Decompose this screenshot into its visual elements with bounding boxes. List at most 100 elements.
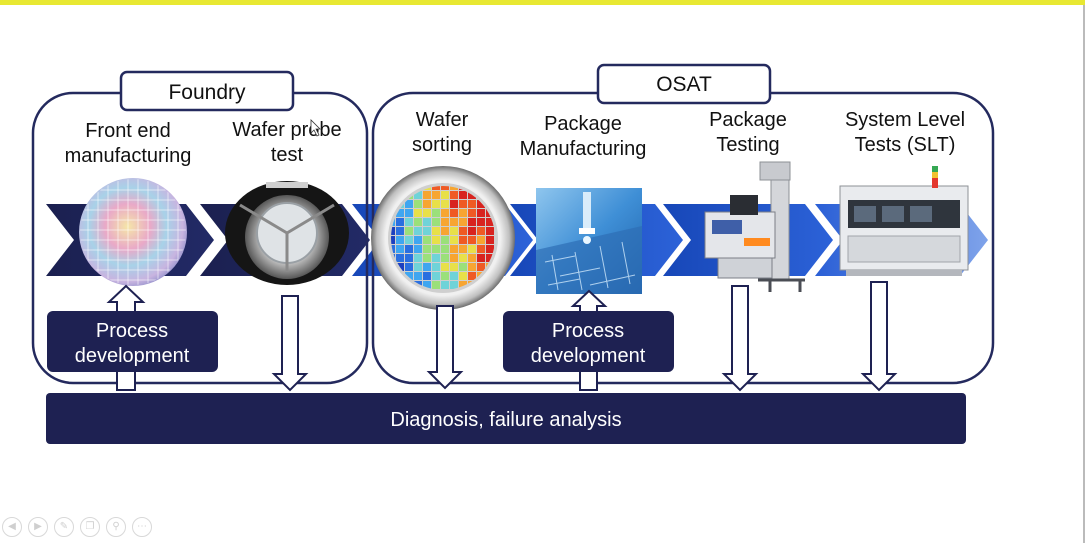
sort-map-cell (459, 281, 467, 289)
sort-map-cell (441, 272, 449, 280)
sort-map-cell (414, 254, 422, 262)
sort-map-cell (423, 218, 431, 226)
sort-map-cell (423, 236, 431, 244)
down-arrow-wafer-probe (271, 295, 309, 392)
mouse-cursor (310, 119, 321, 137)
sort-map-cell (441, 209, 449, 217)
pen-icon[interactable]: ✎ (54, 517, 74, 537)
sort-map-cell (432, 281, 440, 289)
sort-map-cell (432, 218, 440, 226)
sort-map-cell (468, 236, 476, 244)
sort-map-cell (423, 272, 431, 280)
sort-map-cell (414, 236, 422, 244)
next-icon[interactable]: ▶ (28, 517, 48, 537)
sort-map-cell (486, 227, 494, 235)
sort-map-cell (450, 227, 458, 235)
process-dev-right-line2: development (531, 345, 646, 367)
sort-map-cell (468, 227, 476, 235)
sort-map-cell (423, 191, 431, 199)
sort-map-cell (432, 209, 440, 217)
sort-map-cell (486, 254, 494, 262)
sort-map-cell (432, 191, 440, 199)
sort-map-cell (396, 227, 404, 235)
sort-map-cell (432, 186, 440, 190)
stage-wafer-probe-line1: Wafer probe (232, 119, 341, 141)
sort-map-cell (405, 209, 413, 217)
stage-front-end-line2: manufacturing (65, 145, 192, 167)
process-dev-box-right (503, 311, 674, 372)
sort-map-cell (468, 245, 476, 253)
more-icon[interactable]: ⋯ (132, 517, 152, 537)
sort-map-cell (387, 290, 395, 298)
osat-tag: OSAT (656, 73, 712, 96)
sort-map-cell (450, 281, 458, 289)
sort-map-cell (423, 227, 431, 235)
sort-map-cell (486, 236, 494, 244)
stage-package-mfg-line2: Manufacturing (520, 138, 647, 160)
sort-map-cell (423, 254, 431, 262)
down-arrow-wafer-sorting (426, 305, 464, 390)
wafer-probe-image (225, 181, 349, 285)
sort-map-cell (477, 263, 485, 271)
sort-map-cell (405, 236, 413, 244)
stage-package-testing-line2: Testing (716, 134, 779, 156)
sort-map-cell (432, 200, 440, 208)
sort-map-cell (486, 245, 494, 253)
sort-map-cell (468, 254, 476, 262)
top-accent-bar (0, 0, 1085, 5)
sort-map-cell (441, 281, 449, 289)
sort-map-cell (414, 218, 422, 226)
sort-map-cell (432, 263, 440, 271)
sort-map-cell (432, 245, 440, 253)
sort-map-cell (495, 290, 503, 298)
slt-system-image (839, 166, 969, 276)
stage-slt-line1: System Level (845, 109, 965, 131)
sort-map-cell (441, 254, 449, 262)
sort-map-cell (423, 263, 431, 271)
sort-map-cell (477, 218, 485, 226)
sort-map-cell (450, 254, 458, 262)
window-edge (1083, 5, 1085, 543)
stage-wafer-sorting-line1: Wafer (416, 109, 469, 131)
sort-map-cell (459, 245, 467, 253)
sort-map-cell (391, 236, 395, 244)
sort-map-cell (432, 236, 440, 244)
sort-map-cell (414, 245, 422, 253)
sort-map-cell (405, 200, 413, 208)
sort-map-cell (414, 209, 422, 217)
stage-slt-line2: Tests (SLT) (855, 134, 956, 156)
stage-package-testing-line1: Package (709, 109, 787, 131)
sort-map-cell (459, 227, 467, 235)
sort-map-cell (441, 227, 449, 235)
sort-map-cell (450, 272, 458, 280)
diagnosis-label: Diagnosis, failure analysis (390, 409, 621, 431)
sort-map-cell (405, 272, 413, 280)
sort-map-cell (432, 254, 440, 262)
sort-map-cell (432, 227, 440, 235)
process-dev-right-line1: Process (552, 320, 624, 342)
sort-map-cell (441, 191, 449, 199)
previous-icon[interactable]: ◀ (2, 517, 22, 537)
zoom-icon[interactable]: ⚲ (106, 517, 126, 537)
copy-icon[interactable]: ❐ (80, 517, 100, 537)
sort-map-cell (396, 209, 404, 217)
sort-map-cell (450, 209, 458, 217)
sort-map-cell (414, 200, 422, 208)
sort-map-cell (432, 272, 440, 280)
process-dev-box-left (47, 311, 218, 372)
sort-map-cell (486, 218, 494, 226)
stage-package-mfg-line1: Package (544, 113, 622, 135)
sort-map-cell (450, 191, 458, 199)
sort-map-cell (477, 200, 485, 208)
sort-map-cell (405, 218, 413, 226)
sort-map-cell (423, 209, 431, 217)
sort-map-cell (405, 263, 413, 271)
sort-map-cell (468, 191, 476, 199)
sort-map-cell (495, 182, 503, 190)
sort-map-cell (423, 200, 431, 208)
sort-map-cell (459, 200, 467, 208)
sort-map-cell (459, 236, 467, 244)
sort-map-cell (450, 245, 458, 253)
stage-wafer-sorting-line2: sorting (412, 134, 472, 156)
sort-map-cell (459, 272, 467, 280)
